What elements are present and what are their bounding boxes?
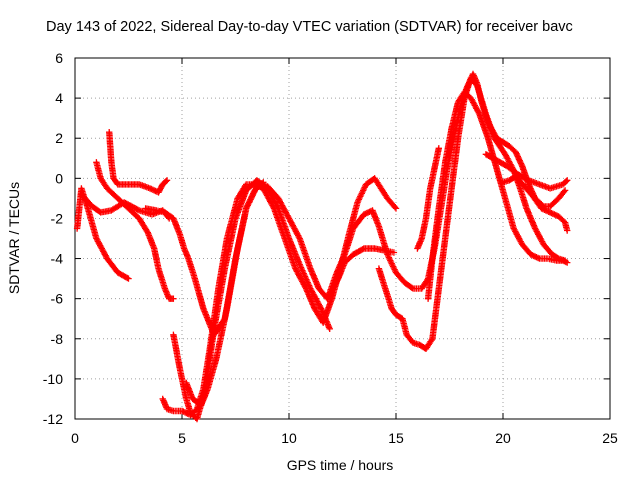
y-tick-label: -4 — [51, 251, 64, 267]
y-tick-label: 2 — [55, 130, 63, 146]
x-tick-label: 0 — [71, 430, 79, 446]
y-tick-label: 4 — [55, 90, 63, 106]
y-tick-label: 6 — [55, 50, 63, 66]
y-tick-label: 0 — [55, 170, 63, 186]
plot-frame — [74, 57, 611, 420]
y-tick-label: -12 — [43, 411, 63, 427]
x-tick-label: 10 — [281, 430, 297, 446]
x-axis-label: GPS time / hours — [287, 457, 394, 473]
data-series-sat-l — [414, 145, 442, 252]
x-tick-label: 5 — [178, 430, 186, 446]
y-tick-label: -10 — [43, 371, 63, 387]
y-tick-label: -6 — [51, 291, 64, 307]
data-series-sat-d — [93, 159, 177, 302]
data-series-group — [73, 70, 571, 423]
x-tick-label: 15 — [388, 430, 404, 446]
data-series-sat-c — [106, 129, 171, 196]
axis-ticks: 0 5 10 15 20 25 -12 -10 -8 -6 -4 -2 0 2 4 6 — [43, 50, 618, 446]
data-series-sat-k — [424, 88, 571, 302]
data-series-sat-n — [499, 173, 571, 234]
y-tick-label: -8 — [51, 331, 64, 347]
y-axis-label: SDTVAR / TECUs — [6, 182, 22, 294]
x-tick-label: 20 — [495, 430, 511, 446]
data-series-sat-m — [482, 151, 571, 192]
chart-title: Day 143 of 2022, Sidereal Day-to-day VTE… — [46, 19, 573, 35]
data-series-sat-j — [375, 74, 569, 352]
grid-lines — [75, 58, 610, 419]
x-tick-label: 25 — [602, 430, 618, 446]
data-series-sat-i — [324, 70, 569, 302]
data-series-sat-h — [183, 179, 267, 409]
y-tick-label: -2 — [51, 210, 64, 226]
